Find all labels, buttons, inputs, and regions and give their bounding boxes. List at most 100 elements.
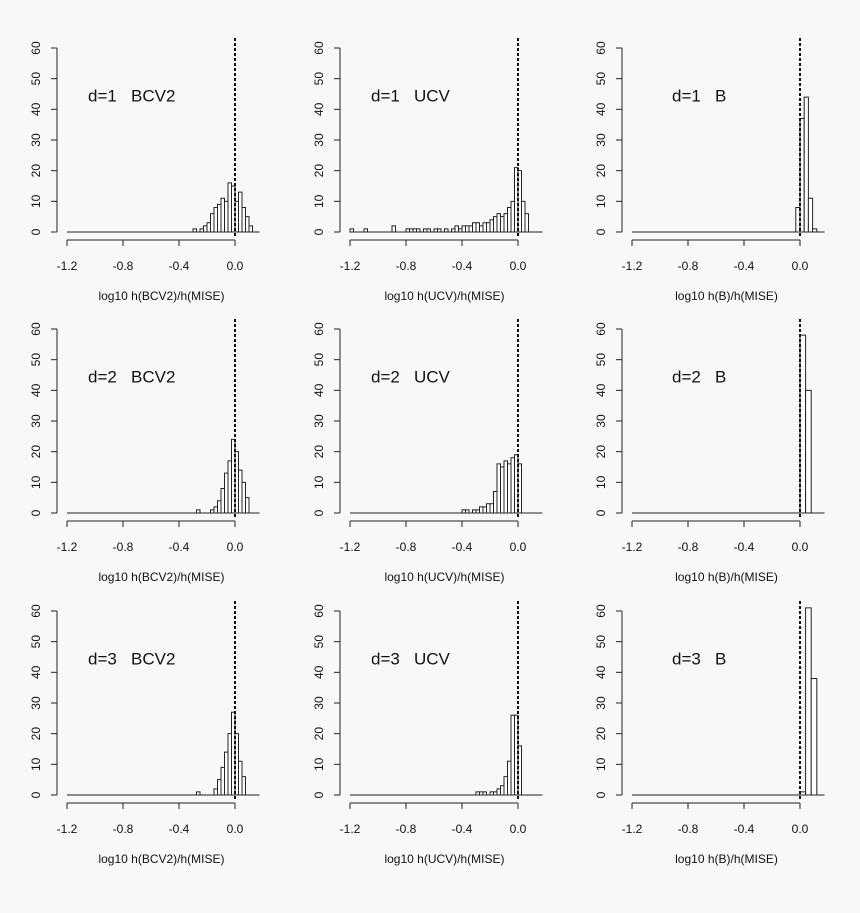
y-tick-label: 50 — [594, 72, 608, 86]
x-tick-label: 0.0 — [510, 540, 527, 554]
bar — [234, 733, 239, 796]
bar — [217, 779, 222, 796]
x-tick-label: -0.8 — [678, 822, 699, 836]
x-axis-label: log10 h(BCV2)/h(MISE) — [98, 852, 224, 866]
y-tick-label: 50 — [594, 353, 608, 367]
y-tick-label: 0 — [594, 509, 608, 516]
y-tick-label: 0 — [29, 509, 43, 516]
bar — [510, 200, 515, 233]
y-tick-label: 40 — [312, 102, 326, 116]
y-tick-label: 20 — [29, 445, 43, 459]
bar — [416, 228, 421, 233]
x-tick-label: -1.2 — [340, 259, 361, 273]
bar — [507, 206, 512, 233]
bar — [507, 760, 512, 796]
y-tick-label: 20 — [312, 445, 326, 459]
bar — [234, 451, 239, 514]
bar — [238, 469, 243, 514]
bar — [517, 170, 522, 233]
y-tick-label: 20 — [594, 164, 608, 178]
bar — [479, 225, 484, 233]
bar — [475, 509, 480, 514]
y-tick-label: 20 — [312, 164, 326, 178]
x-tick-label: -0.8 — [113, 259, 134, 273]
bar — [507, 463, 512, 514]
y-tick-label: 20 — [594, 727, 608, 741]
panel-title: d=3 B — [672, 649, 726, 668]
x-tick-label: 0.0 — [510, 822, 527, 836]
x-tick-label: 0.0 — [227, 540, 244, 554]
y-tick-label: 60 — [29, 604, 43, 618]
panel-title: d=1 B — [672, 86, 726, 105]
bar — [479, 791, 484, 796]
x-tick-label: -1.2 — [622, 259, 643, 273]
bar — [514, 714, 519, 796]
bar — [482, 791, 487, 796]
x-tick-label: 0.0 — [792, 259, 809, 273]
y-tick-label: 40 — [29, 383, 43, 397]
bar — [486, 222, 491, 233]
bar — [224, 472, 229, 514]
bar — [192, 228, 197, 233]
x-tick-label: -1.2 — [622, 540, 643, 554]
bar — [503, 776, 508, 796]
x-tick-label: 0.0 — [510, 259, 527, 273]
y-tick-label: 60 — [29, 322, 43, 336]
y-tick-label: 30 — [29, 414, 43, 428]
bar — [227, 460, 232, 514]
x-tick-label: -1.2 — [340, 540, 361, 554]
y-tick-label: 50 — [594, 635, 608, 649]
y-tick-label: 50 — [29, 72, 43, 86]
y-tick-label: 0 — [312, 791, 326, 798]
y-tick-label: 0 — [29, 791, 43, 798]
x-tick-label: -0.8 — [396, 259, 417, 273]
bar — [363, 228, 368, 233]
y-tick-label: 40 — [594, 383, 608, 397]
y-tick-label: 10 — [312, 194, 326, 208]
bar — [206, 222, 211, 233]
y-tick-label: 60 — [312, 322, 326, 336]
bar — [451, 228, 456, 233]
y-tick-label: 40 — [29, 102, 43, 116]
y-tick-label: 10 — [312, 757, 326, 771]
bar — [807, 197, 814, 233]
bar — [500, 785, 505, 796]
bar — [224, 751, 229, 796]
bar — [433, 228, 438, 233]
bar — [810, 677, 818, 796]
y-tick-label: 30 — [312, 414, 326, 428]
panel-title: d=3 BCV2 — [88, 649, 175, 668]
bar — [493, 216, 498, 233]
y-tick-label: 0 — [29, 228, 43, 235]
bar — [217, 203, 222, 233]
bar — [241, 481, 246, 514]
bar — [213, 206, 218, 233]
x-tick-label: -0.8 — [678, 540, 699, 554]
x-axis-label: log10 h(UCV)/h(MISE) — [384, 570, 504, 584]
bar — [210, 509, 215, 514]
x-tick-label: -0.4 — [452, 540, 473, 554]
x-tick-label: -0.8 — [113, 540, 134, 554]
x-tick-label: -0.4 — [734, 822, 755, 836]
bar — [805, 389, 812, 514]
bar — [199, 228, 204, 233]
panel-title: d=1 BCV2 — [88, 86, 175, 105]
bar — [493, 491, 498, 514]
bar — [465, 225, 470, 233]
bar — [248, 225, 253, 233]
x-tick-label: -0.8 — [396, 540, 417, 554]
y-tick-label: 30 — [312, 696, 326, 710]
bar — [241, 776, 246, 796]
bar — [461, 225, 466, 233]
bar — [196, 509, 201, 514]
bar — [500, 216, 505, 233]
panel-title: d=2 UCV — [371, 367, 451, 386]
bar — [482, 222, 487, 233]
y-tick-label: 20 — [312, 727, 326, 741]
bar — [203, 225, 208, 233]
bar — [496, 213, 501, 233]
y-tick-label: 50 — [312, 72, 326, 86]
x-tick-label: -0.8 — [396, 822, 417, 836]
bar — [479, 506, 484, 514]
